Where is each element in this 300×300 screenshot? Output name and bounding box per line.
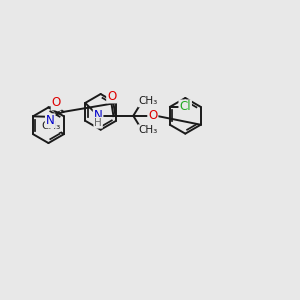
Text: Cl: Cl <box>179 100 191 113</box>
Text: N: N <box>94 109 103 122</box>
Text: CH₃: CH₃ <box>139 125 158 135</box>
Text: CH₃: CH₃ <box>139 97 158 106</box>
Text: H: H <box>94 118 102 128</box>
Text: O: O <box>148 109 158 122</box>
Text: O: O <box>107 89 116 103</box>
Text: CH₃: CH₃ <box>41 121 60 131</box>
Text: N: N <box>46 114 55 127</box>
Text: O: O <box>52 96 61 110</box>
